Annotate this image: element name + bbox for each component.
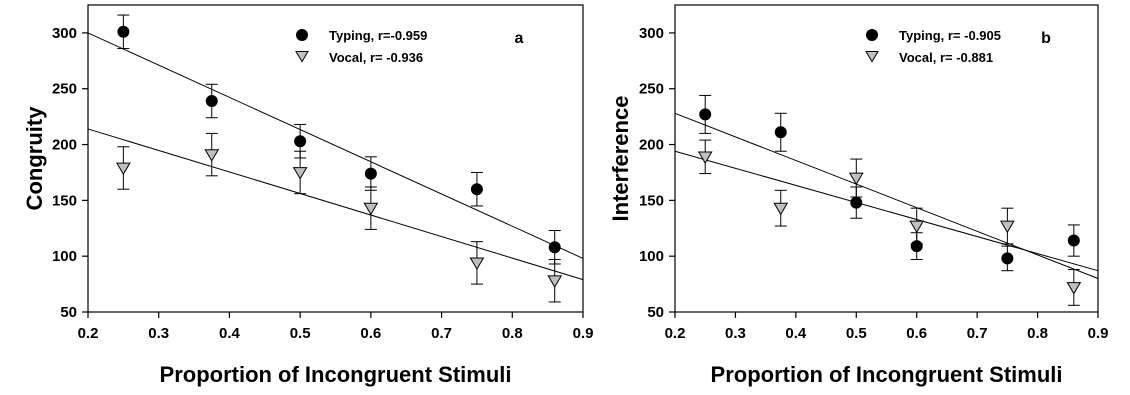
chart-panel-a: 0.2 0.3 0.4 0.5 0.6 0.7 0.8 0.9 50 100 150 200 250 30… bbox=[22, 4, 594, 387]
y-axis-title: Congruity bbox=[22, 106, 47, 211]
panel-letter: b bbox=[1041, 30, 1051, 47]
panel-letter: a bbox=[515, 30, 524, 47]
data-point-triangle bbox=[1066, 282, 1082, 295]
x-tick-label: 0.6 bbox=[906, 325, 927, 342]
data-point-triangle bbox=[204, 149, 220, 162]
data-point-circle bbox=[205, 95, 218, 108]
data-point-triangle bbox=[469, 257, 485, 271]
y-tick-label: 300 bbox=[52, 25, 77, 42]
data-point-circle bbox=[774, 126, 787, 139]
regression-line-1 bbox=[674, 150, 1099, 272]
x-tick-label: 0.5 bbox=[846, 325, 867, 342]
x-tick-label: 0.7 bbox=[431, 325, 452, 342]
plot-frame bbox=[674, 4, 1099, 313]
legend-marker-triangle bbox=[295, 51, 309, 63]
x-tick-label: 0.5 bbox=[290, 325, 311, 342]
x-tick-label: 0.2 bbox=[665, 325, 686, 342]
y-tick-label: 50 bbox=[647, 304, 664, 321]
data-point-circle bbox=[470, 183, 483, 196]
regression-line-0 bbox=[674, 112, 1099, 279]
data-point-triangle bbox=[999, 220, 1015, 234]
plot-frame bbox=[87, 4, 584, 313]
chart-panel-b: 0.2 0.3 0.4 0.5 0.6 0.7 0.8 0.9 50 100 150 200 250 30… bbox=[608, 4, 1109, 387]
data-point-circle bbox=[1001, 252, 1014, 265]
x-tick-label: 0.9 bbox=[573, 325, 594, 342]
data-point-triangle bbox=[773, 202, 789, 216]
regression-line-0 bbox=[87, 32, 584, 259]
data-point-circle bbox=[699, 108, 712, 121]
legend-marker-triangle bbox=[865, 51, 879, 63]
y-tick-label: 100 bbox=[639, 248, 664, 265]
y-axis-title: Interference bbox=[608, 96, 633, 222]
data-point-circle bbox=[294, 135, 307, 148]
x-tick-label: 0.3 bbox=[148, 325, 169, 342]
y-tick-label: 250 bbox=[639, 81, 664, 98]
legend-label-1: Vocal, r= -0.881 bbox=[899, 50, 993, 65]
y-tick-label: 100 bbox=[52, 248, 77, 265]
data-point-triangle bbox=[363, 202, 379, 216]
y-tick-label: 300 bbox=[639, 25, 664, 42]
x-axis-title: Proportion of Incongruent Stimuli bbox=[160, 362, 512, 387]
x-axis-title: Proportion of Incongruent Stimuli bbox=[711, 362, 1063, 387]
y-tick-label: 200 bbox=[639, 137, 664, 154]
data-point-circle bbox=[117, 25, 130, 38]
data-point-triangle bbox=[115, 162, 131, 176]
data-point-triangle bbox=[292, 167, 308, 180]
y-tick-label: 50 bbox=[60, 304, 77, 321]
x-tick-label: 0.8 bbox=[1027, 325, 1048, 342]
data-point-triangle bbox=[697, 151, 713, 164]
x-tick-label: 0.8 bbox=[502, 325, 523, 342]
legend-marker-circle bbox=[296, 29, 308, 41]
data-point-triangle bbox=[848, 172, 864, 186]
y-tick-label: 200 bbox=[52, 137, 77, 154]
x-tick-label: 0.4 bbox=[785, 325, 807, 342]
x-tick-label: 0.7 bbox=[967, 325, 988, 342]
legend-marker-circle bbox=[866, 29, 878, 41]
data-point-triangle bbox=[909, 220, 925, 234]
regression-line-1 bbox=[87, 128, 584, 281]
data-point-triangle bbox=[547, 275, 563, 288]
x-tick-label: 0.4 bbox=[219, 325, 241, 342]
x-tick-label: 0.9 bbox=[1088, 325, 1109, 342]
y-tick-label: 150 bbox=[52, 192, 77, 209]
x-tick-label: 0.2 bbox=[78, 325, 99, 342]
x-tick-label: 0.3 bbox=[725, 325, 746, 342]
x-tick-label: 0.6 bbox=[360, 325, 381, 342]
legend-label-0: Typing, r=-0.959 bbox=[329, 28, 427, 43]
data-point-circle bbox=[850, 196, 863, 209]
data-point-circle bbox=[1067, 234, 1080, 247]
data-point-circle bbox=[364, 167, 377, 180]
y-tick-label: 150 bbox=[639, 192, 664, 209]
y-tick-label: 250 bbox=[52, 81, 77, 98]
legend-label-1: Vocal, r= -0.936 bbox=[329, 50, 423, 65]
data-point-circle bbox=[548, 241, 561, 254]
legend-label-0: Typing, r= -0.905 bbox=[899, 28, 1001, 43]
